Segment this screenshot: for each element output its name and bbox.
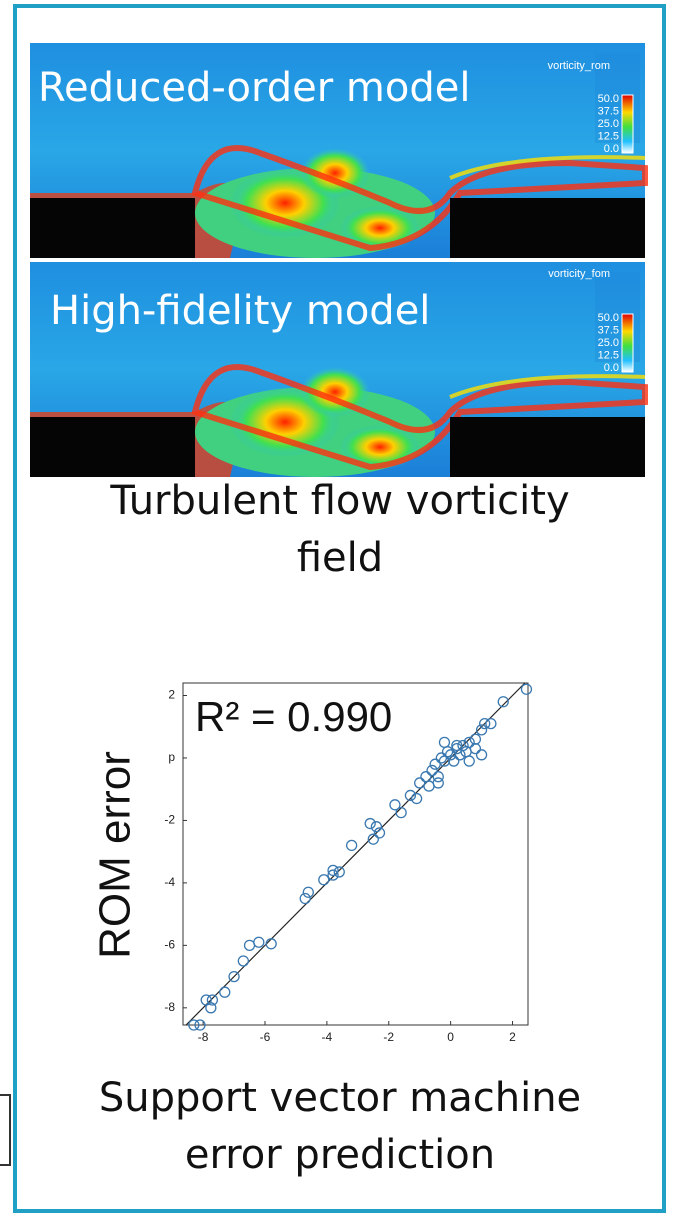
point (188, 1019, 200, 1031)
panel-label: Reduced-order model (38, 65, 470, 111)
annotation: R² = 0.990 (195, 693, 392, 740)
point (448, 755, 460, 767)
x-tick-label: -6 (260, 1030, 271, 1044)
point (206, 994, 219, 1006)
y-tick-label: -2 (164, 813, 175, 827)
point (432, 777, 444, 789)
point (469, 733, 482, 745)
point (451, 739, 463, 752)
point (479, 717, 491, 730)
x-tick-label: -4 (322, 1030, 333, 1044)
panel-label: High-fidelity model (50, 288, 430, 334)
y-axis-label: ROM error (91, 751, 140, 959)
point (485, 717, 497, 730)
point (327, 869, 339, 881)
point (426, 764, 438, 777)
point (373, 827, 386, 839)
point (333, 866, 345, 878)
point (463, 755, 475, 767)
caption: error prediction (185, 1132, 495, 1178)
point (395, 806, 407, 819)
colorbar-tick: 12.5 (598, 130, 619, 142)
y-tick-label: 2 (168, 688, 175, 702)
colorbar-tick: 0.0 (604, 143, 619, 155)
y-tick-label: -6 (164, 938, 175, 952)
point (410, 792, 423, 805)
x-tick-label: 0 (447, 1030, 454, 1044)
caption: Turbulent flow vorticity (109, 478, 569, 524)
point (327, 864, 339, 877)
point (389, 799, 401, 811)
x-tick-label: -8 (198, 1030, 209, 1044)
point (463, 736, 475, 748)
point (432, 771, 444, 783)
caption: field (297, 535, 383, 581)
frame (13, 4, 666, 1213)
point (265, 938, 277, 950)
point (497, 696, 509, 708)
y-tick-label: -4 (164, 875, 175, 889)
point (457, 739, 469, 752)
point (475, 749, 488, 761)
colorbar-title: vorticity_rom (548, 60, 610, 72)
point (370, 821, 383, 833)
point (299, 892, 311, 905)
y-tick-label: p (168, 750, 175, 764)
colorbar-title: vorticity_fom (548, 268, 610, 280)
point (219, 986, 231, 998)
point (404, 789, 417, 802)
colorbar-tick: 37.5 (598, 105, 619, 117)
point (438, 736, 451, 748)
point (475, 724, 488, 736)
point (367, 833, 379, 845)
point (237, 955, 249, 967)
colorbar-tick: 50.0 (598, 93, 619, 105)
colorbar-tick: 12.5 (598, 349, 619, 361)
point (205, 1002, 217, 1014)
reference-line (185, 682, 526, 1026)
edge-bracket (0, 1094, 11, 1166)
caption: Support vector machine (99, 1075, 581, 1121)
x-tick-label: -2 (383, 1030, 394, 1044)
colorbar-tick: 25.0 (598, 337, 619, 349)
point (318, 874, 330, 886)
point (194, 1019, 206, 1031)
x-tick-label: 2 (509, 1030, 516, 1044)
point (253, 936, 265, 948)
point (345, 839, 358, 852)
point (228, 970, 240, 983)
point (302, 886, 314, 898)
y-tick-label: -8 (164, 1000, 175, 1014)
colorbar-tick: 0.0 (604, 362, 619, 374)
colorbar-tick: 50.0 (598, 312, 619, 324)
colorbar-tick: 25.0 (598, 118, 619, 130)
point (520, 683, 533, 695)
colorbar-tick: 37.5 (598, 324, 619, 336)
point (364, 817, 376, 830)
point (444, 749, 457, 761)
